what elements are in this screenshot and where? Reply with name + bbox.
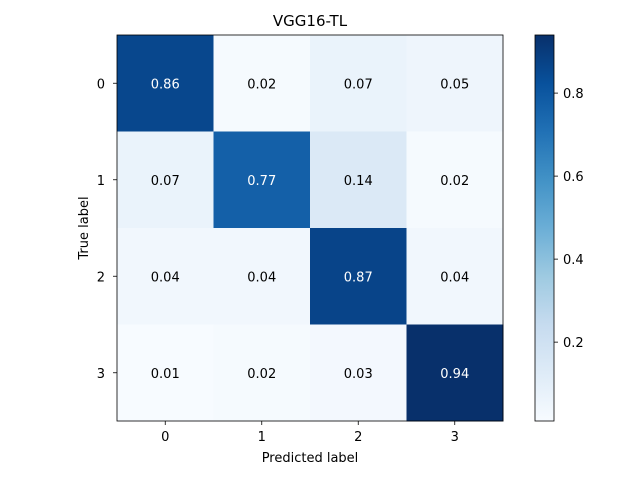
heatmap-cell	[117, 131, 214, 229]
cell-value-label: 0.04	[247, 270, 276, 285]
y-tick-label: 1	[97, 174, 105, 189]
heatmap-cell	[117, 324, 214, 422]
heatmap-cell	[117, 35, 214, 132]
heatmap-cells: 0.86 0.02 0.07 0.05 0.07 0.77 0.14 0.02 0.04 0.04…	[117, 35, 504, 422]
cell-value-label: 0.77	[247, 174, 276, 189]
colorbar-tick-label: 0.2	[563, 336, 584, 351]
x-tick-label: 3	[451, 430, 459, 445]
y-axis-label: True label	[77, 196, 92, 260]
colorbar-ticks: 0.2 0.4 0.6 0.8	[554, 87, 584, 351]
x-axis-label: Predicted label	[262, 451, 359, 466]
y-tick-label: 3	[97, 367, 105, 382]
heatmap-cell	[117, 228, 214, 325]
chart-title: VGG16-TL	[273, 12, 348, 30]
y-tick-label: 2	[97, 270, 105, 285]
heatmap-cell	[406, 228, 504, 325]
heatmap-cell	[406, 35, 504, 132]
heatmap-cell	[310, 35, 407, 132]
cell-value-label: 0.05	[440, 77, 469, 92]
x-axis-ticks: 0 1 2 3	[161, 421, 459, 445]
colorbar-tick-label: 0.4	[563, 253, 584, 268]
heatmap-cell	[310, 324, 407, 422]
colorbar-tick-label: 0.6	[563, 170, 584, 185]
cell-value-label: 0.87	[344, 270, 373, 285]
heatmap-cell	[213, 324, 311, 422]
cell-value-label: 0.86	[151, 77, 180, 92]
colorbar-tick-label: 0.8	[563, 87, 584, 102]
cell-value-label: 0.01	[151, 367, 180, 382]
cell-value-label: 0.94	[440, 367, 469, 382]
colorbar	[534, 34, 555, 422]
cell-value-label: 0.07	[344, 77, 373, 92]
x-tick-label: 0	[161, 430, 169, 445]
cell-value-label: 0.02	[247, 367, 276, 382]
cell-value-label: 0.04	[151, 270, 180, 285]
cell-value-label: 0.02	[440, 174, 469, 189]
y-tick-label: 0	[97, 77, 105, 92]
cell-value-label: 0.02	[247, 77, 276, 92]
heatmap-cell	[310, 228, 407, 325]
heatmap-cell	[406, 131, 504, 229]
plot-frame	[116, 34, 504, 422]
y-axis-ticks: 0 1 2 3	[97, 77, 117, 382]
cell-value-label: 0.04	[440, 270, 469, 285]
x-tick-label: 1	[258, 430, 266, 445]
heatmap-cell	[406, 324, 504, 422]
heatmap-cell	[213, 228, 311, 325]
heatmap-cell	[213, 131, 311, 229]
heatmap-cell	[213, 35, 311, 132]
cell-value-label: 0.07	[151, 174, 180, 189]
cell-value-label: 0.03	[344, 367, 373, 382]
x-tick-label: 2	[354, 430, 362, 445]
heatmap-cell	[310, 131, 407, 229]
cell-value-label: 0.14	[344, 174, 373, 189]
